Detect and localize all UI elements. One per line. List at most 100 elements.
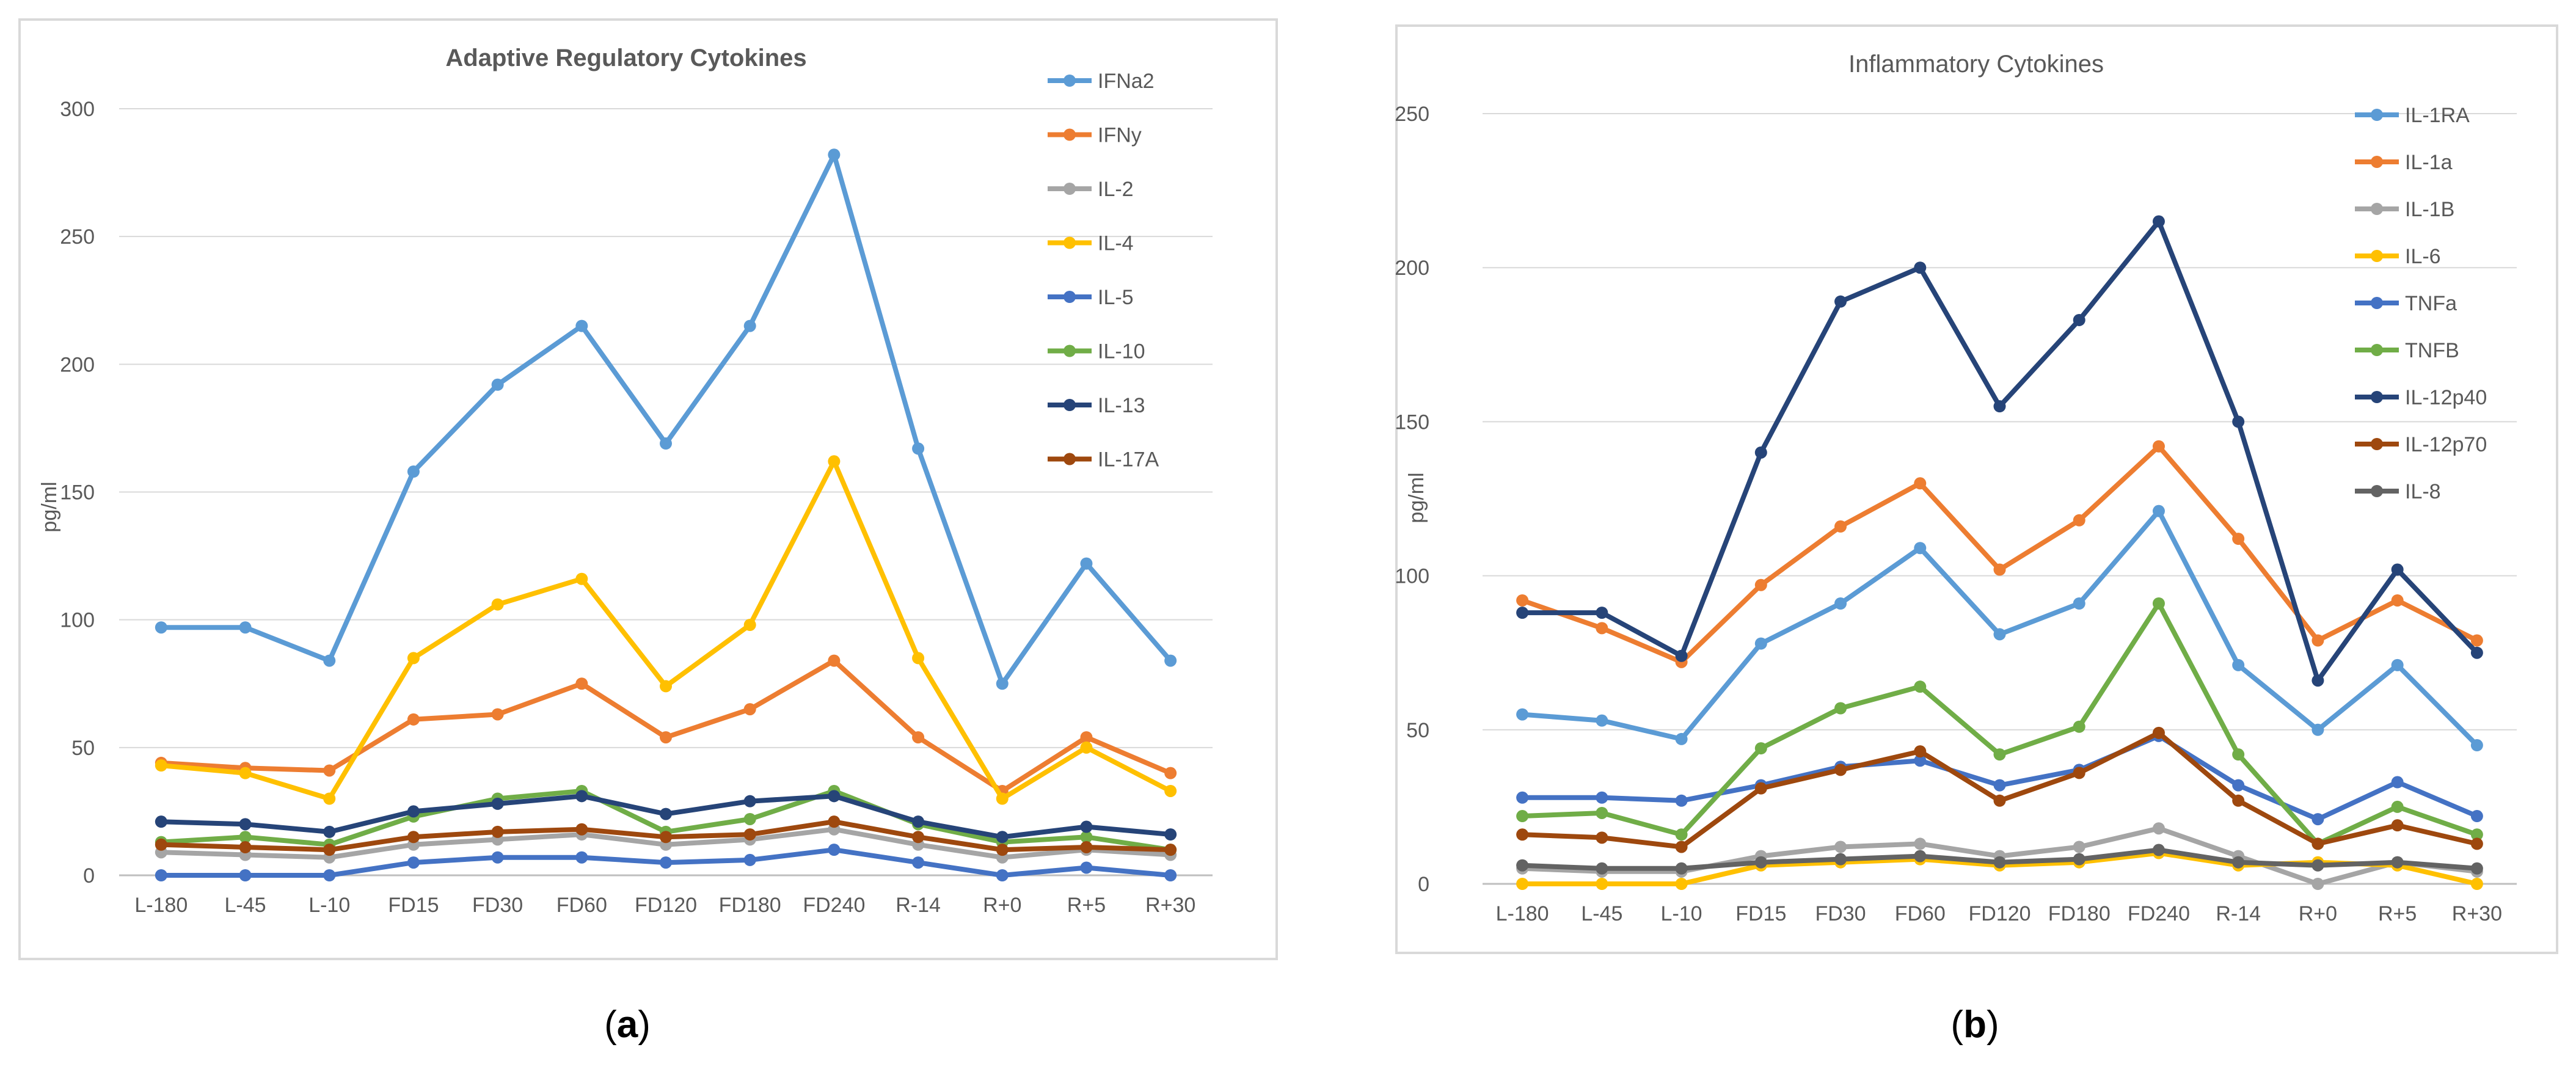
chart-a-data-point [743,812,756,825]
chart-b-x-tick-label: R+5 [2378,902,2417,925]
chart-b-data-point [1596,831,1608,844]
chart-a-x-tick-label: FD30 [472,894,523,917]
chart-a-legend-marker [1064,399,1076,411]
chart-b-x-tick-label: L-10 [1661,902,1702,925]
chart-b-ylabel: pg/ml [1405,472,1428,523]
chart-b-legend-marker [2371,297,2383,309]
chart-b-x-tick-label: R+0 [2299,902,2337,925]
chart-b-data-point [2152,844,2165,856]
chart-a-data-point [575,319,588,332]
chart-a-legend-label: IL-17A [1098,448,1159,472]
chart-b-legend-marker [2371,109,2383,121]
chart-a-data-point [660,731,672,744]
chart-b-data-point [2391,819,2404,832]
chart-a-data-point [155,621,167,634]
chart-b-data-point [1754,637,1767,650]
chart-b-data-point [2470,810,2483,823]
chart-b-data-point [2391,594,2404,607]
chart-a-frame [18,18,1278,960]
chart-b-data-point [1993,400,2006,413]
chart-b-data-point [2391,856,2404,869]
chart-b-data-point [1516,810,1529,823]
chart-b-data-point [1834,853,1847,866]
chart-b-legend-label: TNFa [2405,292,2457,315]
chart-a-data-point [575,677,588,690]
chart-b-data-point [2470,862,2483,875]
chart-b-data-point [1596,622,1608,635]
chart-b-title: Inflammatory Cytokines [1848,51,2104,78]
chart-b-data-point [2232,779,2245,792]
chart-b-legend-label: TNFB [2405,339,2459,362]
chart-a-data-point [239,840,252,853]
chart-b-data-point [2232,794,2245,807]
chart-a-x-tick-label: L-45 [225,894,266,917]
chart-b-data-point [2152,822,2165,835]
chart-a-data-point [491,708,504,721]
chart-b-data-point [2311,859,2324,872]
chart-b-data-point [2073,840,2085,853]
chart-a-x-tick-label: FD120 [635,894,697,917]
chart-b-legend-label: IL-12p40 [2405,386,2487,409]
chart-a-legend-label: IL-5 [1098,286,1134,309]
chart-b-legend-label: IL-12p70 [2405,433,2487,456]
chart-b-data-point [1675,840,1688,853]
chart-a-data-point [1164,767,1177,779]
chart-a-x-tick-label: R+30 [1145,894,1195,917]
chart-b-data-point [1754,856,1767,869]
chart-a-data-point [323,654,336,667]
chart-a-legend-label: IFNy [1098,124,1142,147]
chart-b-data-point [1914,261,1927,274]
chart-a-data-point [1080,741,1093,754]
chart-a-legend-label: IL-4 [1098,232,1134,255]
chart-b-x-tick-label: FD120 [1968,902,2031,925]
chart-b-y-tick-label: 50 [1406,719,1429,742]
panel-a-letter: a [617,1004,638,1046]
chart-b-legend-marker [2371,344,2383,356]
chart-b-data-point [1834,295,1847,308]
panel-b-label: (b) [1950,1004,1999,1046]
chart-b-y-tick-label: 150 [1395,410,1429,434]
chart-a-legend-marker [1064,345,1076,357]
chart-b-data-point [2232,658,2245,671]
chart-b-x-tick-label: L-45 [1581,902,1622,925]
chart-a-data-point [743,703,756,716]
chart-b-data-point [1993,779,2006,792]
chart-b-data-point [1596,862,1608,875]
chart-a-ylabel: pg/ml [38,481,61,532]
chart-b-data-point [2311,878,2324,890]
chart-a-x-tick-label: FD240 [803,894,865,917]
chart-a-data-point [323,764,336,777]
chart-b-data-point [2470,646,2483,659]
chart-a-data-point [407,465,420,478]
chart-a-legend-marker [1064,128,1076,141]
chart-a-data-point [1080,731,1093,744]
chart-a-data-point [155,869,167,881]
chart-a-x-tick-label: R-14 [896,894,941,917]
chart-b-legend-marker [2371,250,2383,262]
chart-a-data-point [407,831,420,844]
chart-b-legend-label: IL-8 [2405,480,2441,503]
chart-b-data-point [1834,520,1847,533]
chart-a-data-point [828,654,841,667]
chart-b-y-tick-label: 100 [1395,565,1429,588]
chart-a-data-point [1080,831,1093,844]
chart-a-x-tick-label: L-180 [134,894,188,917]
chart-b-data-point [1596,878,1608,890]
chart-a-data-point [575,572,588,585]
chart-a-data-point [1080,557,1093,570]
chart-a-data-point [1080,820,1093,833]
chart-b-x-tick-label: FD15 [1735,902,1786,925]
chart-b-x-tick-label: R+30 [2452,902,2502,925]
chart-b-data-point [2470,878,2483,890]
chart-a-legend-label: IL-2 [1098,178,1134,201]
chart-b-legend-label: IL-1B [2405,198,2454,221]
chart-b-data-point [1596,791,1608,804]
chart-b-data-point [1754,782,1767,795]
chart-a-data-point [239,621,252,634]
chart-a-data-point [407,805,420,818]
chart-b-data-point [1914,542,1927,555]
chart-b-data-point [1914,680,1927,693]
chart-b-data-point [1834,597,1847,610]
chart-b-data-point [2391,776,2404,789]
chart-a-y-tick-label: 250 [60,225,95,249]
